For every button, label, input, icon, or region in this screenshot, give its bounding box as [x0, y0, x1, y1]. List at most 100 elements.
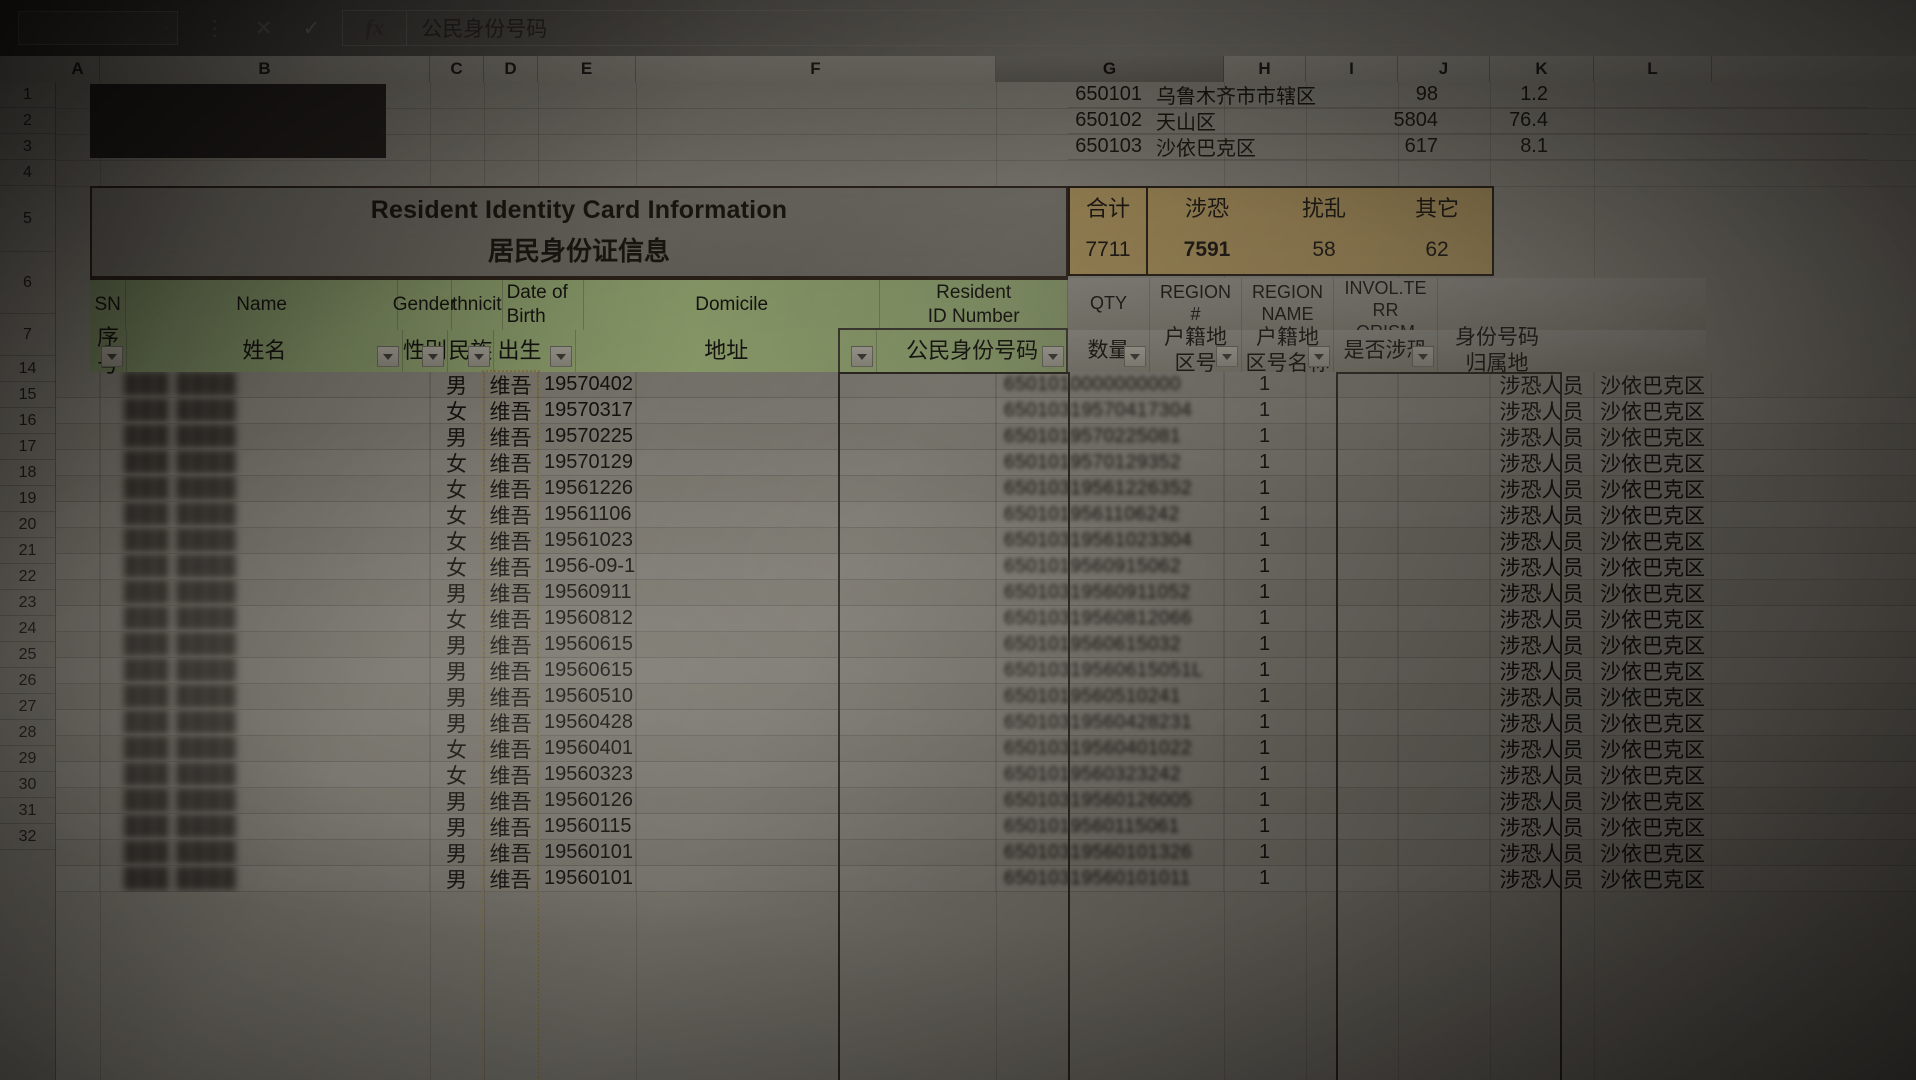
cell-gender: 男	[430, 657, 484, 684]
column-header-b[interactable]: B	[100, 56, 430, 82]
row-number-15[interactable]: 15	[0, 382, 55, 408]
filter-dropdown-icon[interactable]	[422, 346, 445, 367]
table-row[interactable]: ███ ████ 女维吾 19560323 6501019560323242 1 涉恐人员…	[56, 761, 1916, 788]
column-header-i[interactable]: I	[1306, 56, 1398, 82]
table-row[interactable]: ███ ████ 男维吾 19560126 65010319560126005 1 涉恐人…	[56, 787, 1916, 814]
cell-name: ███ ████	[100, 787, 430, 814]
row-number-2[interactable]: 2	[0, 108, 55, 134]
row-number-22[interactable]: 22	[0, 564, 55, 590]
table-row[interactable]: ███ ████ 女维吾 19570129 6501019570129352 1 涉恐人员…	[56, 449, 1916, 476]
filter-dropdown-icon[interactable]	[467, 346, 490, 367]
cell-ethnicity: 维吾	[484, 709, 538, 736]
column-header-j[interactable]: J	[1398, 56, 1490, 82]
cell-belong-value: 沙依巴克区	[1600, 816, 1705, 840]
table-row[interactable]: ███ ████ 女维吾 19561226 65010319561226352 1 涉恐人…	[56, 475, 1916, 502]
column-header-d[interactable]: D	[484, 56, 538, 82]
table-row[interactable]: ███ ████ 男维吾 19560911 65010319560911052 1 涉恐人…	[56, 579, 1916, 606]
filter-dropdown-icon[interactable]	[1308, 346, 1330, 367]
filter-dropdown-icon[interactable]	[1042, 346, 1064, 367]
insert-function-button[interactable]: fx	[342, 10, 407, 46]
column-header-c[interactable]: C	[430, 56, 484, 82]
cell-ethnicity-value: 维吾	[489, 686, 532, 710]
table-row[interactable]: ███ ████ 女维吾 19560401 65010319560401022 1 涉恐人…	[56, 735, 1916, 762]
column-header-k[interactable]: K	[1490, 56, 1594, 82]
column-header-g[interactable]: G	[996, 56, 1224, 82]
row-number-28[interactable]: 28	[0, 720, 55, 746]
cell-ethnicity-value: 维吾	[489, 738, 532, 762]
filter-dropdown-icon[interactable]	[851, 346, 874, 367]
cancel-icon[interactable]: ⋮	[204, 15, 225, 40]
row-number-30[interactable]: 30	[0, 772, 55, 798]
row-number-25[interactable]: 25	[0, 642, 55, 668]
cell-belong-value: 沙依巴克区	[1600, 608, 1705, 632]
formula-value: 公民身份号码	[421, 18, 548, 41]
table-row[interactable]: ███ ████ 男维吾 19570402 6501010000000000 1 涉恐人员…	[56, 371, 1916, 398]
cell-dob-value: 19560911	[544, 581, 632, 603]
table-row[interactable]: ███ ████ 男维吾 19560428 65010319560428231 1 涉恐人…	[56, 709, 1916, 736]
header-region-name-en-line1: REGION	[1251, 282, 1323, 303]
row-number-29[interactable]: 29	[0, 746, 55, 772]
row-number-26[interactable]: 26	[0, 668, 55, 694]
row-number-16[interactable]: 16	[0, 408, 55, 434]
cell-region-num	[1306, 605, 1398, 632]
close-icon[interactable]: ✕	[255, 15, 273, 40]
filter-dropdown-icon[interactable]	[376, 346, 399, 367]
formula-input[interactable]: 公民身份号码	[406, 10, 1898, 46]
column-header-e[interactable]: E	[538, 56, 636, 82]
header-name-cn-label: 姓名	[242, 338, 287, 364]
table-row[interactable]: ███ ████ 男维吾 19560101 65010319560101011 1 涉恐人…	[56, 865, 1916, 892]
column-header-f[interactable]: F	[636, 56, 996, 82]
table-row[interactable]: ███ ████ 男维吾 19560510 6501019560510241 1 涉恐人员…	[56, 683, 1916, 710]
row-number-18[interactable]: 18	[0, 460, 55, 486]
cell-name: ███ ████	[100, 865, 430, 892]
row-number-4[interactable]: 4	[0, 160, 55, 186]
column-header-a[interactable]: A	[56, 56, 100, 82]
row-number-1[interactable]: 1	[0, 82, 55, 108]
cell-ethnicity: 维吾	[484, 605, 538, 632]
row-number-27[interactable]: 27	[0, 694, 55, 720]
table-row[interactable]: ███ ████ 男维吾 19560615 65010319560615051L 1 涉恐…	[56, 657, 1916, 684]
filter-dropdown-icon[interactable]	[550, 346, 573, 367]
row-number-24[interactable]: 24	[0, 616, 55, 642]
filter-dropdown-icon[interactable]	[1412, 346, 1434, 367]
row-number-32[interactable]: 32	[0, 824, 55, 850]
header-belong-cn: 身份号码 归属地	[1438, 326, 1556, 375]
row-number-21[interactable]: 21	[0, 538, 55, 564]
table-row[interactable]: ███ ████ 女维吾 1956-09-15 6501019560915062 1 涉恐…	[56, 553, 1916, 580]
row-number-14[interactable]: 14	[0, 356, 55, 382]
filter-dropdown-icon[interactable]	[100, 346, 123, 367]
check-icon[interactable]: ✓	[302, 15, 321, 40]
row-number-5[interactable]: 5	[0, 186, 55, 252]
table-row[interactable]: ███ ████ 女维吾 19561023 65010319561023304 1 涉恐人…	[56, 527, 1916, 554]
cell-gender: 女	[430, 735, 484, 762]
row-number-17[interactable]: 17	[0, 434, 55, 460]
row-number-6[interactable]: 6	[0, 252, 55, 314]
name-box[interactable]: ▼	[18, 11, 178, 45]
report-title-block: Resident Identity Card Information 居民身份证…	[90, 186, 1068, 278]
column-header-l[interactable]: L	[1594, 56, 1712, 82]
row-number-3[interactable]: 3	[0, 134, 55, 160]
cell-sn	[56, 397, 100, 424]
column-header-h[interactable]: H	[1224, 56, 1306, 82]
table-row[interactable]: ███ ████ 女维吾 19561106 6501019561106242 1 涉恐人员…	[56, 501, 1916, 528]
cell-involved-value: 涉恐人员	[1499, 686, 1584, 710]
cell-qty: 1	[1224, 579, 1306, 606]
row-number-19[interactable]: 19	[0, 486, 55, 512]
cell-region-num	[1306, 449, 1398, 476]
cell-ethnicity-value: 维吾	[489, 660, 532, 684]
row-number-23[interactable]: 23	[0, 590, 55, 616]
table-row[interactable]: ███ ████ 男维吾 19560101 65010319560101326 1 涉恐人…	[56, 839, 1916, 866]
row-number-7[interactable]: 7	[0, 314, 55, 356]
cell-region-name	[1398, 865, 1490, 892]
filter-dropdown-icon[interactable]	[1216, 346, 1238, 367]
chevron-down-icon[interactable]: ▼	[162, 23, 171, 33]
filter-dropdown-icon[interactable]	[1124, 346, 1146, 367]
cell-resident-id-value: 6501019560615032	[1004, 633, 1182, 655]
table-row[interactable]: ███ ████ 男维吾 19560615 6501019560615032 1 涉恐人员…	[56, 631, 1916, 658]
row-number-31[interactable]: 31	[0, 798, 55, 824]
table-row[interactable]: ███ ████ 男维吾 19560115 6501019560115061 1 涉恐人员…	[56, 813, 1916, 840]
table-row[interactable]: ███ ████ 女维吾 19570317 65010319570417304 1 涉恐人…	[56, 397, 1916, 424]
row-number-20[interactable]: 20	[0, 512, 55, 538]
table-row[interactable]: ███ ████ 男维吾 19570225 6501019570225081 1 涉恐人员…	[56, 423, 1916, 450]
table-row[interactable]: ███ ████ 女维吾 19560812 65010319560812066 1 涉恐人…	[56, 605, 1916, 632]
